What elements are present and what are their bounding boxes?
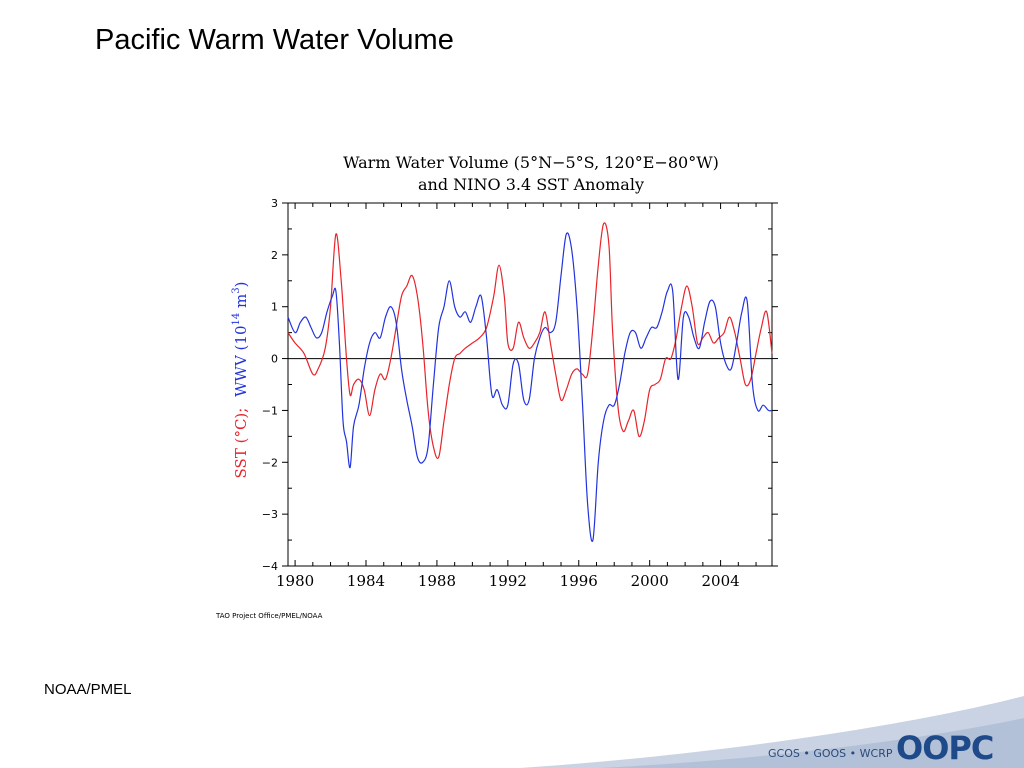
- sst-line: [287, 222, 773, 459]
- y-label-wwv-exp2: 3: [231, 287, 242, 293]
- series-lines: [287, 222, 773, 543]
- chart-title-line2: and NINO 3.4 SST Anomaly: [418, 175, 644, 194]
- x-tick-label: 2004: [701, 572, 739, 590]
- chart: Warm Water Volume (5°N−5°S, 120°E−80°W) …: [231, 153, 778, 590]
- credit-text: TAO Project Office/PMEL/NOAA: [216, 612, 323, 620]
- y-label-sst: SST (°C);: [232, 408, 250, 479]
- source-label: NOAA/PMEL: [44, 681, 132, 698]
- y-tick-label: −1: [262, 404, 278, 417]
- footer-text: GCOS • GOOS • WCRP: [768, 747, 893, 760]
- x-axis: 1980 1984 1988 1992 1996 2000 2004: [276, 572, 740, 590]
- y-tick-label: 3: [271, 197, 278, 210]
- y-tick-label: −3: [262, 508, 278, 521]
- oopc-logo: OOPC: [896, 729, 994, 767]
- y-label-wwv-exp: 14: [231, 313, 242, 326]
- slide-title: Pacific Warm Water Volume: [95, 24, 454, 56]
- y-axis: −4 −3 −2 −1 0 1 2 3: [262, 197, 778, 573]
- x-tick-label: 1984: [347, 572, 385, 590]
- y-tick-label: −4: [262, 560, 278, 573]
- x-tick-label: 1980: [276, 572, 314, 590]
- y-tick-label: −2: [262, 456, 278, 469]
- y-axis-label: SST (°C); WWV (1014 m3): [231, 282, 250, 479]
- x-tick-label: 1988: [418, 572, 456, 590]
- x-tick-label: 2000: [631, 572, 669, 590]
- y-label-wwv-unit: m: [232, 294, 250, 313]
- y-label-wwv-close: ): [232, 282, 250, 288]
- y-label-wwv: WWV (10: [232, 326, 250, 397]
- wwv-line: [287, 232, 773, 543]
- chart-title-line1: Warm Water Volume (5°N−5°S, 120°E−80°W): [343, 153, 719, 172]
- y-tick-label: 1: [271, 301, 278, 314]
- y-tick-label: 0: [271, 353, 278, 366]
- plot-frame: [287, 202, 773, 567]
- footer-band: [520, 696, 1024, 768]
- y-tick-label: 2: [271, 249, 278, 262]
- x-tick-label: 1996: [560, 572, 598, 590]
- plot-area: [287, 202, 773, 567]
- x-tick-label: 1992: [489, 572, 527, 590]
